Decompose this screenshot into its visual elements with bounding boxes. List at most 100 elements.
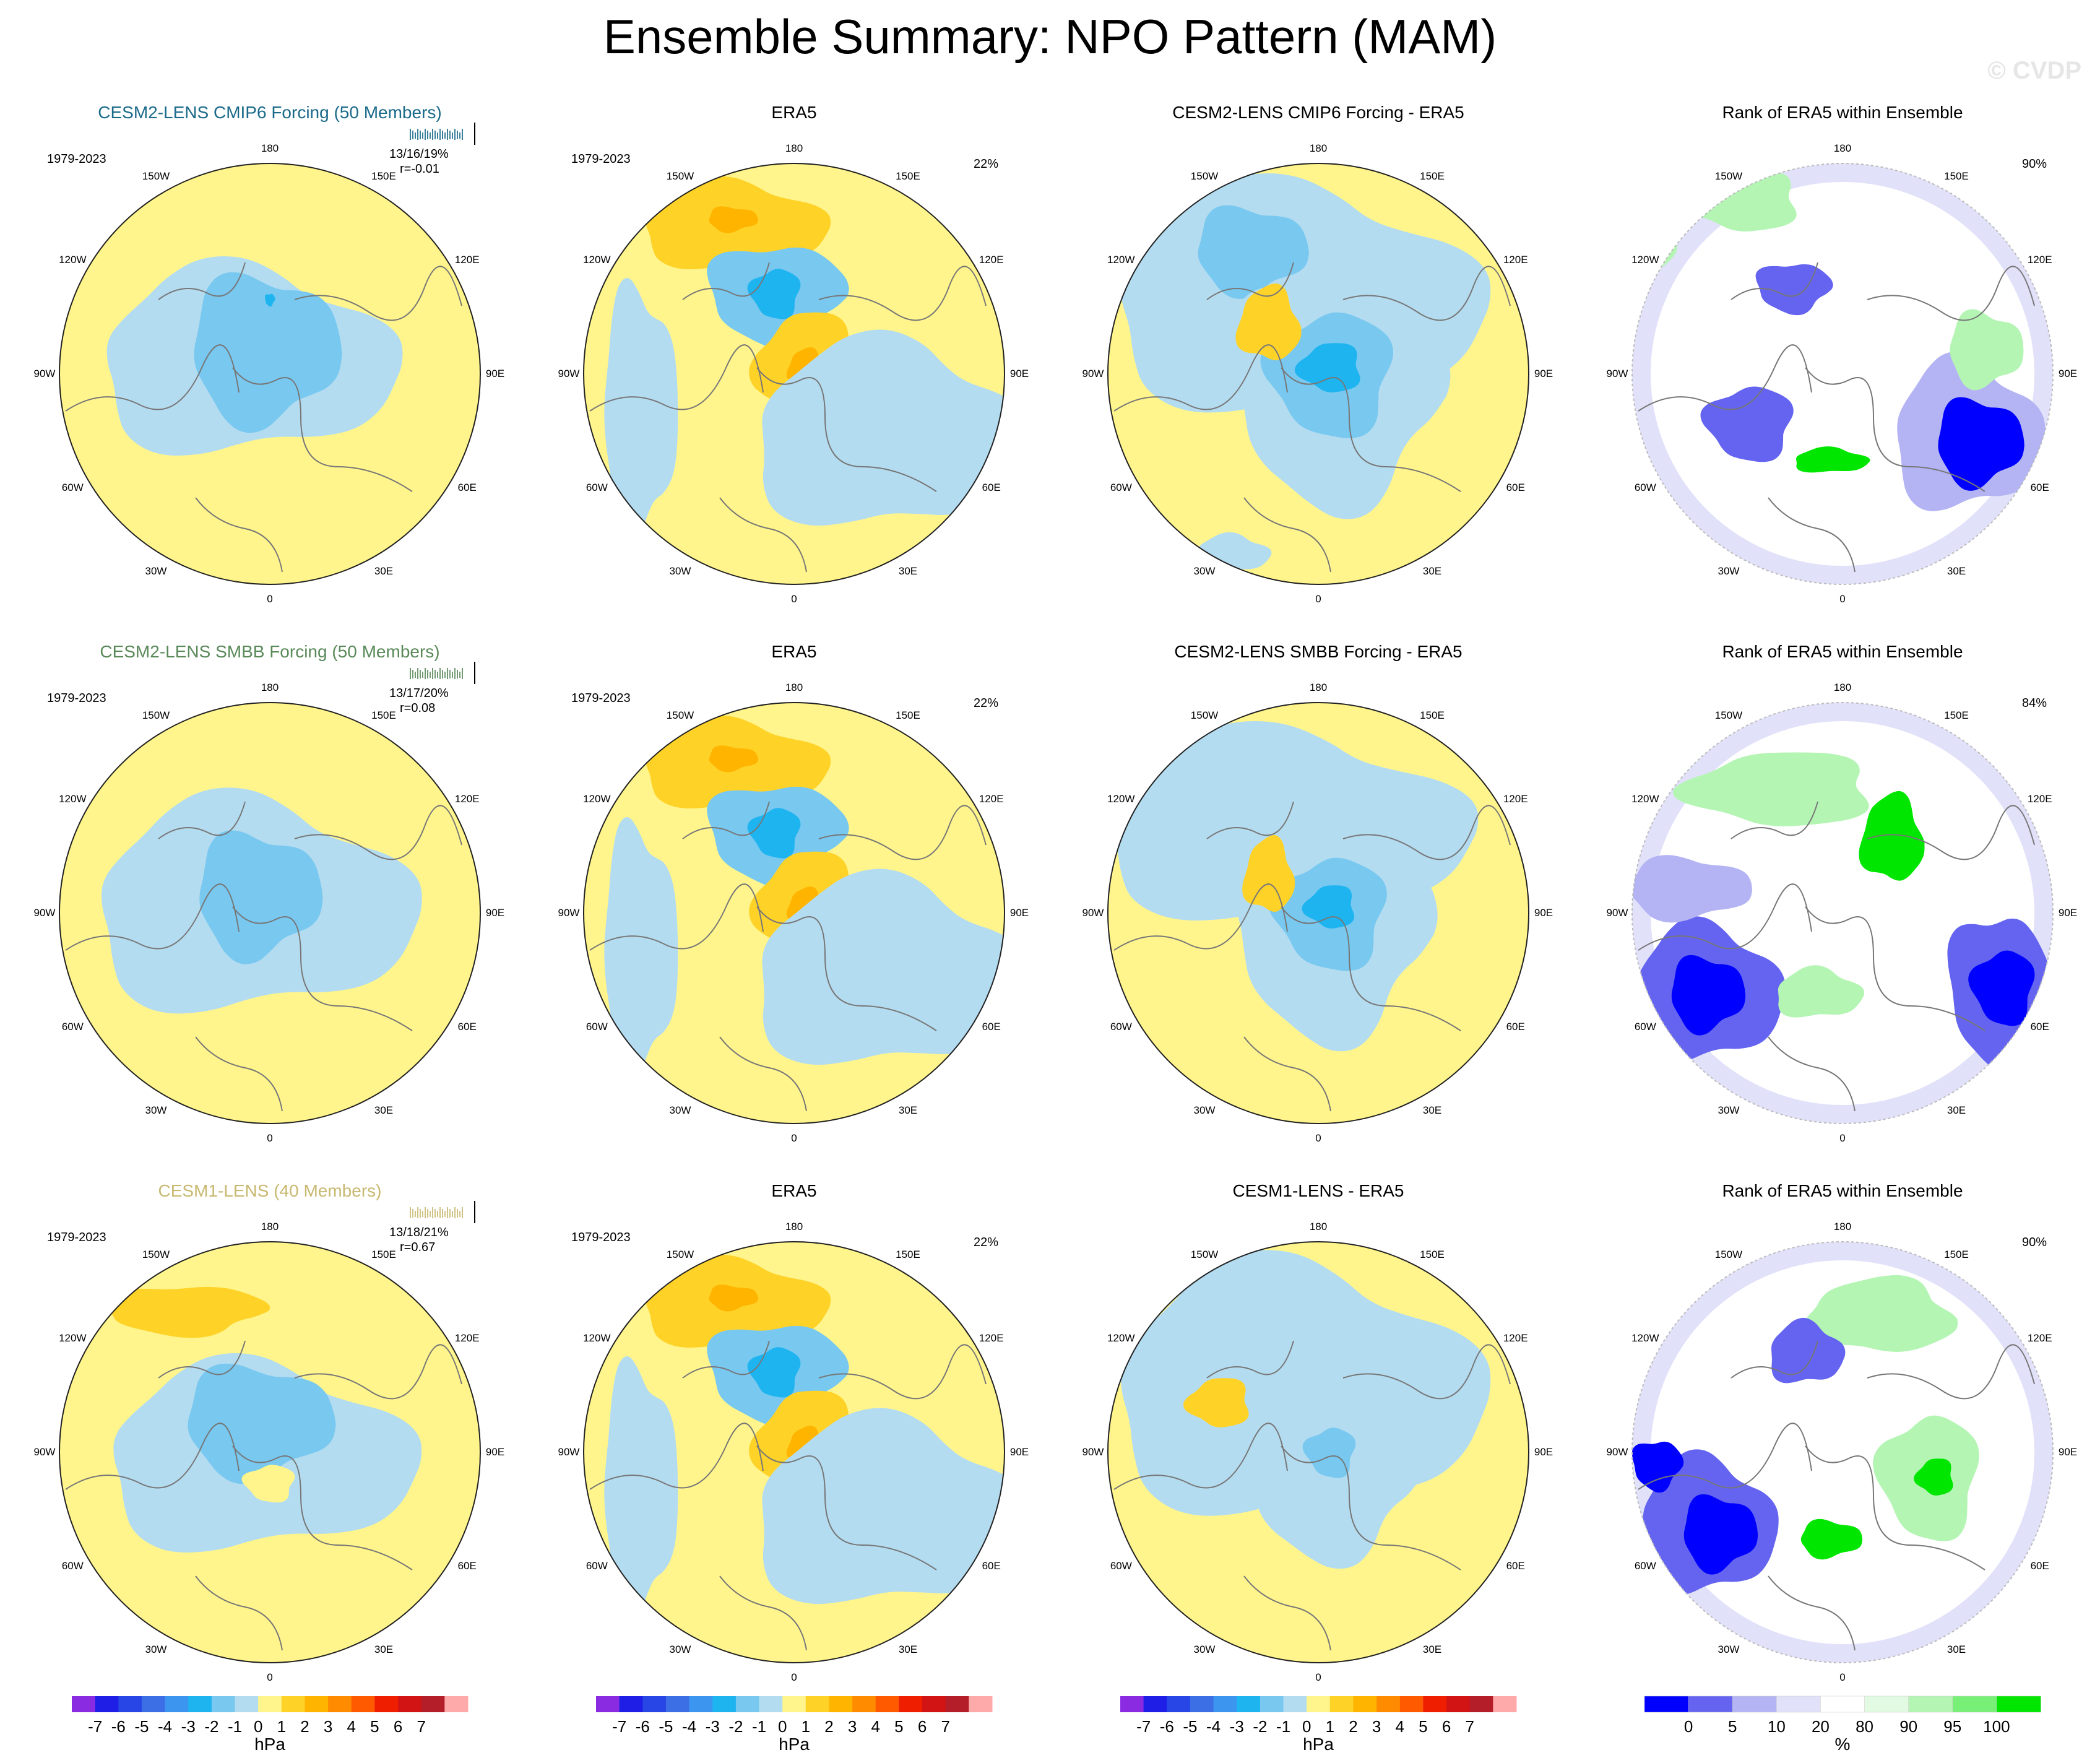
lon-label: 120W — [1107, 1332, 1135, 1344]
colorbar-swatch — [1399, 1696, 1424, 1712]
member-tick — [427, 131, 428, 139]
map-border — [1631, 702, 2054, 1124]
colorbar-tick: 2 — [824, 1717, 834, 1736]
map-border — [1631, 1241, 2054, 1663]
pattern-correlation: r=-0.01 — [400, 162, 439, 176]
panel-title-model-1: CESM2-LENS SMBB Forcing (50 Members) — [100, 642, 440, 661]
lon-label: 60E — [982, 482, 1001, 493]
colorbar-tick: -2 — [204, 1717, 219, 1736]
member-tick — [454, 1207, 456, 1218]
colorbar-tick: 0 — [777, 1717, 787, 1736]
colorbar-swatch — [945, 1696, 969, 1712]
member-tick — [410, 668, 411, 679]
member-tick — [449, 670, 451, 678]
lon-label: 90W — [1082, 907, 1104, 919]
contour-region — [604, 277, 678, 548]
lon-label: 90E — [1009, 368, 1029, 379]
colorbar-tick: 6 — [393, 1717, 403, 1736]
lon-label: 60W — [1634, 482, 1656, 493]
percent-explained: 22% — [974, 696, 999, 710]
colorbar-swatch — [1996, 1696, 2041, 1713]
lon-label: 0 — [1839, 1671, 1846, 1683]
percent-explained: 90% — [2022, 1236, 2047, 1249]
contour-region — [1243, 1390, 1426, 1569]
member-tick — [447, 1207, 448, 1218]
colorbar-swatch — [1688, 1696, 1733, 1713]
colorbar-swatch — [235, 1696, 259, 1712]
lon-label: 60E — [982, 1021, 1001, 1033]
lon-label: 150E — [1420, 170, 1445, 183]
colorbar-swatch — [188, 1696, 212, 1712]
lon-label: 60E — [1506, 1560, 1525, 1572]
polar-map-rank-row1 — [1631, 702, 2054, 1124]
contour-region — [1183, 1378, 1249, 1427]
lon-label: 90E — [2058, 368, 2078, 379]
member-tick — [439, 1207, 441, 1218]
obs-tick — [474, 123, 475, 145]
lon-label: 120E — [2027, 793, 2052, 805]
colorbar-swatch — [619, 1696, 643, 1712]
lon-label: 30W — [1193, 1643, 1216, 1655]
member-tick — [432, 1207, 433, 1218]
colorbar-swatch — [1732, 1696, 1778, 1713]
lon-label: 90W — [1606, 1446, 1628, 1458]
colorbar-swatch — [1952, 1696, 1997, 1713]
colorbar-swatch — [1493, 1696, 1517, 1712]
lon-label: 150W — [666, 709, 694, 722]
member-tick — [427, 670, 428, 678]
contour-region — [1800, 1275, 1958, 1352]
colorbar-swatch — [665, 1696, 690, 1712]
lon-label: 30W — [669, 1643, 691, 1655]
contour-region — [1755, 264, 1834, 316]
contour-region — [241, 1465, 295, 1503]
contour-region — [1950, 309, 2024, 391]
coastline — [1113, 262, 1511, 573]
contour-region — [747, 808, 801, 859]
coastline — [1113, 1340, 1511, 1651]
lon-label: 120E — [1503, 254, 1528, 266]
colorbar-tick: 90 — [1899, 1717, 1918, 1736]
contour-region — [1914, 1458, 1953, 1496]
polar-map-model-row1 — [59, 702, 481, 1124]
lon-label: 60W — [61, 1021, 84, 1033]
lon-label: 90E — [1534, 1446, 1553, 1458]
colorbar-hpa — [596, 1696, 993, 1712]
colorbar-tick: 1 — [801, 1717, 811, 1736]
polar-map-model-row2 — [59, 1241, 481, 1663]
member-tick — [410, 1207, 411, 1218]
lon-label: 30E — [1422, 1643, 1442, 1655]
lon-label: 30E — [898, 1643, 918, 1655]
map-border — [583, 1241, 1005, 1663]
colorbar-swatch — [1776, 1696, 1821, 1713]
colorbar-swatch — [118, 1696, 142, 1712]
lon-label: 180 — [1309, 682, 1328, 693]
lon-label: 30W — [1718, 1643, 1740, 1655]
coastline — [65, 1340, 462, 1651]
colorbar-swatch — [1908, 1696, 1953, 1713]
member-tick — [439, 668, 441, 679]
lon-label: 30E — [1947, 1104, 1966, 1116]
colorbar-hpa — [1120, 1696, 1517, 1712]
colorbar-tick: -5 — [134, 1717, 149, 1736]
member-tick — [462, 129, 463, 140]
member-tick — [425, 1207, 426, 1218]
colorbar-swatch — [258, 1696, 282, 1712]
lon-label: 120E — [979, 793, 1004, 805]
member-tick — [442, 131, 443, 139]
colorbar-tick: -5 — [659, 1717, 673, 1736]
lon-label: 150W — [142, 1249, 170, 1261]
member-tick — [417, 668, 418, 679]
lon-label: 90E — [1009, 1446, 1029, 1458]
map-border — [583, 163, 1005, 585]
member-tick — [444, 672, 446, 678]
lon-label: 150E — [896, 1249, 920, 1261]
colorbar-swatch — [1120, 1696, 1144, 1712]
colorbar-swatch — [805, 1696, 829, 1712]
contour-region — [1771, 1317, 1846, 1384]
coastline — [65, 801, 462, 1112]
panel-title-model-0: CESM2-LENS CMIP6 Forcing (50 Members) — [98, 103, 442, 122]
lon-label: 120W — [59, 793, 87, 805]
lon-label: 150W — [1714, 1249, 1743, 1261]
coastline — [1638, 801, 2035, 1112]
percent-explained: 22% — [974, 1236, 999, 1249]
